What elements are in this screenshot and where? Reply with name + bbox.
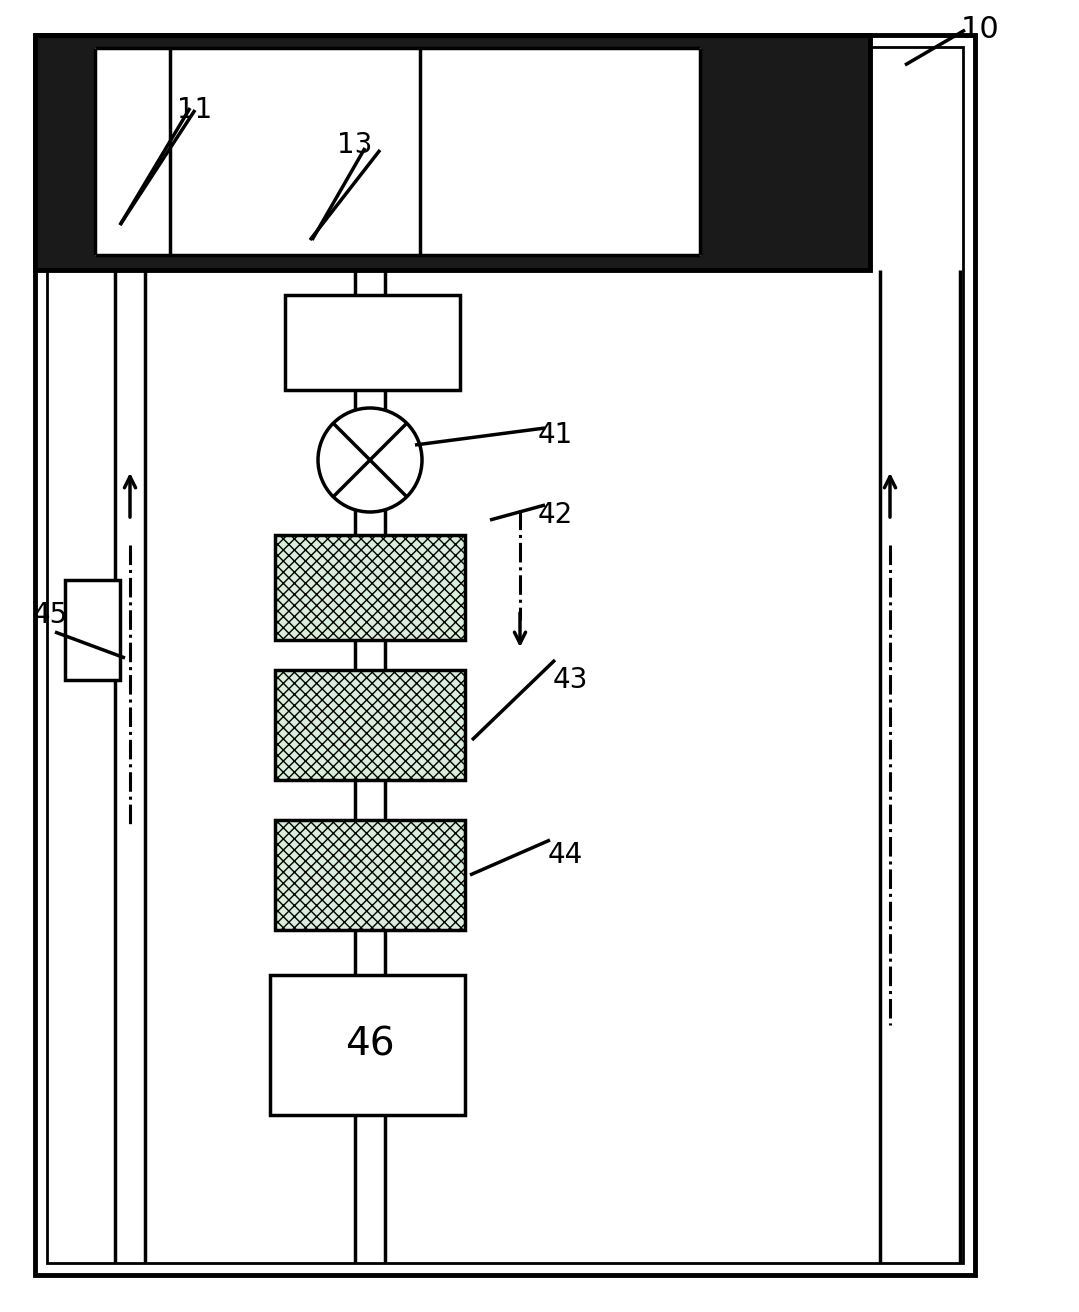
Text: 41: 41 (537, 421, 573, 449)
Bar (285, 295, 460, 390)
Text: 42: 42 (537, 501, 573, 529)
Bar (35, 35, 870, 270)
Text: 44: 44 (547, 841, 583, 869)
Bar (65, 580, 120, 680)
Bar (275, 820, 465, 930)
Text: 13: 13 (338, 131, 372, 159)
Text: 45: 45 (32, 601, 68, 628)
Bar (275, 535, 465, 640)
Circle shape (318, 408, 422, 512)
Bar (35, 35, 975, 1275)
Text: 10: 10 (960, 16, 999, 45)
Bar (275, 670, 465, 781)
Bar (270, 975, 465, 1115)
Bar (95, 49, 700, 255)
Text: 46: 46 (345, 1026, 395, 1064)
Bar (47, 47, 962, 1263)
Text: 43: 43 (552, 666, 588, 694)
Text: 11: 11 (177, 96, 213, 125)
